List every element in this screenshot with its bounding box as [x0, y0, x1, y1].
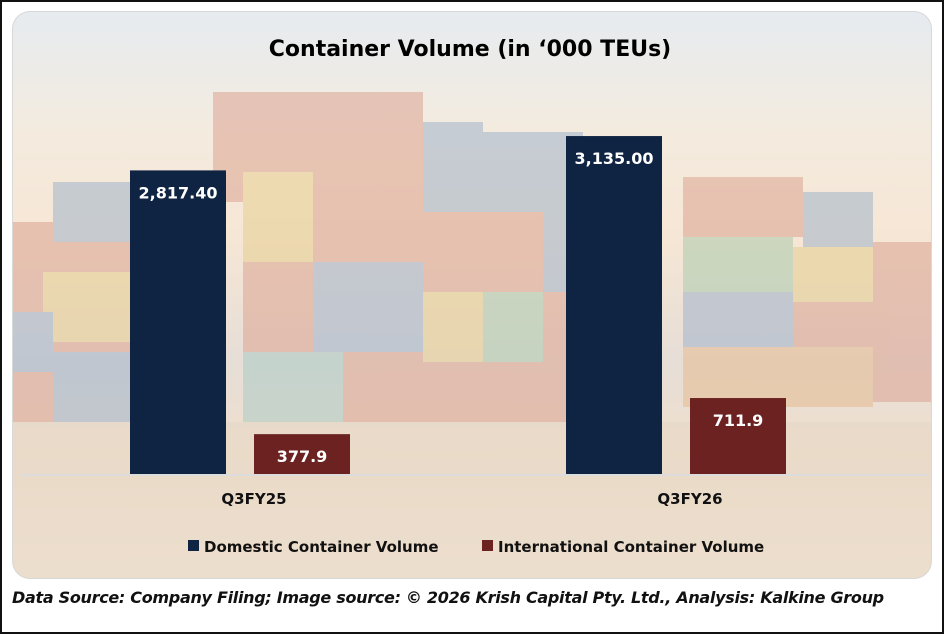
legend: Domestic Container Volume International …: [188, 538, 764, 556]
data-source-footer: Data Source: Company Filing; Image sourc…: [12, 588, 884, 607]
chart-title: Container Volume (in ‘000 TEUs): [269, 37, 671, 62]
x-tick-label: Q3FY25: [221, 490, 286, 508]
data-label: 711.9: [713, 411, 764, 430]
legend-swatch-international: [482, 540, 493, 551]
legend-label-domestic: Domestic Container Volume: [204, 538, 439, 556]
legend-swatch-domestic: [188, 540, 199, 551]
data-label: 2,817.40: [139, 183, 218, 202]
data-label: 3,135.00: [575, 149, 654, 168]
bar-international-q3fy25: [254, 434, 350, 475]
bar-domestic-q3fy25: [130, 170, 226, 475]
data-label: 377.9: [277, 447, 328, 466]
bar-domestic-q3fy26: [566, 136, 662, 475]
legend-label-international: International Container Volume: [498, 538, 764, 556]
bar-international-q3fy26: [690, 398, 786, 475]
x-tick-label: Q3FY26: [657, 490, 722, 508]
